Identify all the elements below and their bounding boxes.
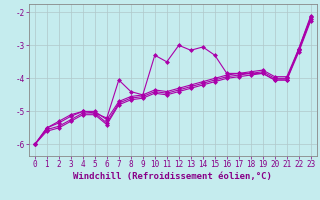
X-axis label: Windchill (Refroidissement éolien,°C): Windchill (Refroidissement éolien,°C) bbox=[73, 172, 272, 181]
